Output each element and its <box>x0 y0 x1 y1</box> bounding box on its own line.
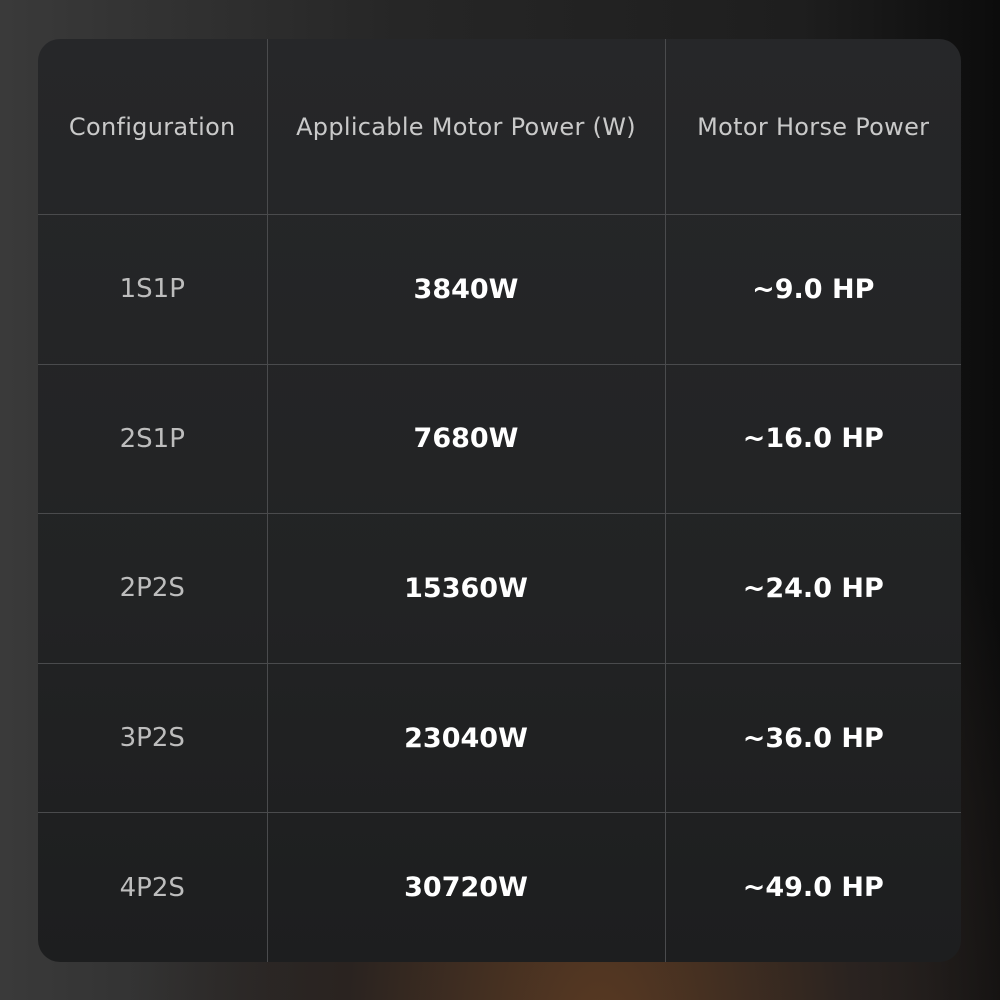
cell-power: 7680W <box>267 364 666 515</box>
header-horse-power: Motor Horse Power <box>665 39 961 216</box>
motor-power-table: Configuration Applicable Motor Power (W)… <box>38 39 961 962</box>
cell-power: 15360W <box>267 513 666 664</box>
cell-configuration: 2P2S <box>38 513 268 664</box>
cell-hp: ~9.0 HP <box>665 214 961 365</box>
table-header-row: Configuration Applicable Motor Power (W)… <box>38 39 961 216</box>
cell-configuration: 3P2S <box>38 663 268 814</box>
cell-configuration: 2S1P <box>38 364 268 515</box>
table-row: 4P2S 30720W ~49.0 HP <box>38 812 961 962</box>
cell-hp: ~36.0 HP <box>665 663 961 814</box>
cell-hp: ~24.0 HP <box>665 513 961 664</box>
cell-configuration: 4P2S <box>38 812 268 962</box>
cell-configuration: 1S1P <box>38 214 268 365</box>
table-row: 2P2S 15360W ~24.0 HP <box>38 513 961 664</box>
header-motor-power: Applicable Motor Power (W) <box>267 39 666 216</box>
cell-power: 23040W <box>267 663 666 814</box>
cell-hp: ~49.0 HP <box>742 872 884 904</box>
cell-power: 3840W <box>267 214 666 365</box>
table-row: 1S1P 3840W ~9.0 HP <box>38 214 961 365</box>
cell-power: 30720W <box>267 812 666 962</box>
header-configuration: Configuration <box>38 39 268 216</box>
cell-hp: ~16.0 HP <box>665 364 961 515</box>
spec-table-card: Configuration Applicable Motor Power (W)… <box>38 39 961 962</box>
table-row: 3P2S 23040W ~36.0 HP <box>38 663 961 814</box>
table-row: 2S1P 7680W ~16.0 HP <box>38 364 961 515</box>
